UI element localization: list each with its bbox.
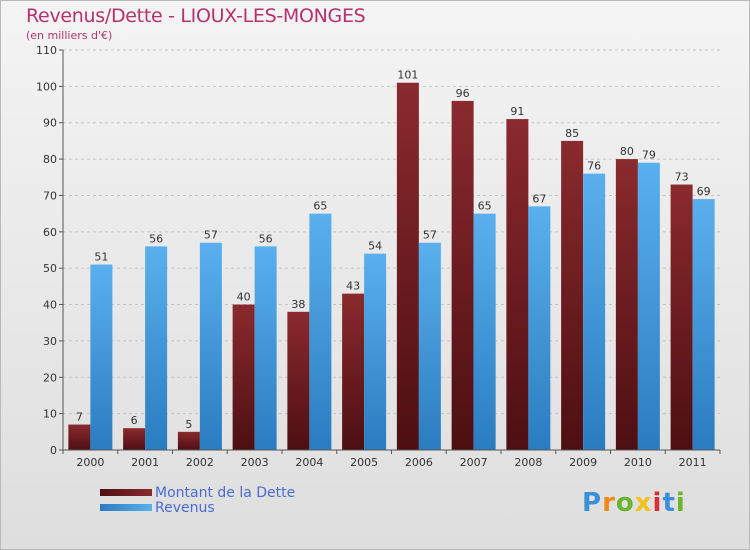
proxiti-logo: Proxiti	[582, 488, 686, 518]
grid-lines	[63, 49, 720, 451]
bar-debt	[123, 428, 146, 450]
bar-revenue	[692, 199, 715, 450]
y-tick-label: 0	[50, 444, 57, 457]
data-label: 80	[620, 145, 634, 158]
x-tick-label: 2003	[241, 456, 269, 469]
data-label: 91	[510, 105, 524, 118]
x-tick-label: 2009	[569, 456, 597, 469]
bar-revenue	[254, 246, 277, 450]
data-label: 101	[397, 69, 418, 82]
y-tick-label: 50	[43, 262, 57, 275]
bars-group	[68, 82, 715, 451]
data-label: 40	[237, 291, 251, 304]
bar-revenue	[199, 242, 222, 450]
y-tick-label: 100	[36, 80, 57, 93]
data-label: 73	[675, 171, 689, 184]
logo-letter: r	[602, 488, 616, 518]
logo-letter: i	[675, 488, 686, 518]
y-tick-label: 70	[43, 189, 57, 202]
y-tick-label: 80	[43, 153, 57, 166]
y-tick-label: 90	[43, 117, 57, 130]
bar-debt	[615, 159, 638, 450]
y-tick-label: 20	[43, 371, 57, 384]
bar-revenue	[364, 253, 387, 450]
bar-revenue	[90, 264, 113, 450]
labels-group: 0102030405060708090100110200075120016562…	[36, 44, 711, 469]
data-label: 57	[423, 229, 437, 242]
x-tick-label: 2004	[295, 456, 323, 469]
data-label: 57	[204, 229, 218, 242]
y-tick-label: 110	[36, 44, 57, 57]
x-tick-label: 2002	[186, 456, 214, 469]
bar-debt	[287, 311, 310, 450]
x-tick-label: 2005	[350, 456, 378, 469]
bar-revenue	[473, 213, 496, 450]
data-label: 56	[259, 232, 273, 245]
data-label: 6	[131, 414, 138, 427]
data-label: 54	[368, 240, 382, 253]
legend-label-revenue: Revenus	[155, 500, 215, 516]
bar-revenue	[309, 213, 332, 450]
logo-letter: i	[652, 488, 663, 518]
x-tick-label: 2000	[76, 456, 104, 469]
x-tick-label: 2001	[131, 456, 159, 469]
legend-swatch-debt	[100, 489, 152, 496]
data-label: 7	[76, 411, 83, 424]
chart-subtitle: (en milliers d'€)	[26, 29, 113, 42]
data-label: 85	[565, 127, 579, 140]
x-tick-label: 2008	[514, 456, 542, 469]
y-tick-label: 60	[43, 226, 57, 239]
bar-debt	[451, 100, 474, 450]
chart-title: Revenus/Dette - LIOUX-LES-MONGES	[26, 5, 366, 27]
y-tick-label: 10	[43, 408, 57, 421]
logo-letter: P	[582, 488, 603, 518]
bar-revenue	[145, 246, 168, 450]
bar-debt	[506, 119, 529, 450]
x-tick-label: 2007	[460, 456, 488, 469]
bar-revenue	[418, 242, 441, 450]
axes-group	[59, 49, 721, 454]
logo-letter: t	[662, 488, 676, 518]
data-label: 38	[291, 298, 305, 311]
bar-debt	[670, 184, 693, 450]
data-label: 96	[456, 87, 470, 100]
bar-debt	[232, 304, 255, 450]
x-tick-label: 2011	[679, 456, 707, 469]
y-tick-label: 40	[43, 299, 57, 312]
bar-debt	[68, 424, 91, 450]
data-label: 56	[149, 232, 163, 245]
bar-debt	[342, 293, 365, 450]
x-tick-label: 2010	[624, 456, 652, 469]
logo-letter: x	[634, 488, 653, 518]
data-label: 51	[94, 251, 108, 264]
bar-debt	[561, 140, 584, 450]
logo-letter: o	[615, 488, 635, 518]
legend-label-debt: Montant de la Dette	[155, 485, 296, 501]
bar-revenue	[528, 206, 551, 450]
data-label: 65	[313, 200, 327, 213]
bar-revenue	[637, 162, 660, 450]
data-label: 67	[532, 192, 546, 205]
data-label: 43	[346, 280, 360, 293]
data-label: 65	[478, 200, 492, 213]
data-label: 5	[185, 418, 192, 431]
y-tick-label: 30	[43, 335, 57, 348]
data-label: 79	[642, 149, 656, 162]
bar-debt	[177, 431, 200, 450]
data-label: 76	[587, 160, 601, 173]
x-tick-label: 2006	[405, 456, 433, 469]
bar-debt	[396, 82, 419, 451]
legend-swatch-revenue	[100, 504, 152, 511]
data-label: 69	[697, 185, 711, 198]
bar-revenue	[583, 173, 606, 451]
